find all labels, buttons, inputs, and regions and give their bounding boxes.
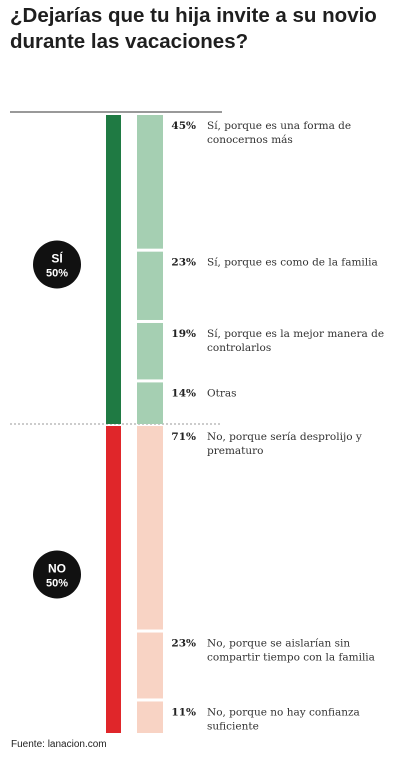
group-name-no: NO [48,562,66,576]
source-note: Fuente: lanacion.com [11,739,107,750]
chart-title: ¿Dejarías que tu hija invite a su novio … [10,4,377,53]
segment-value-s-1: 23% [171,257,196,269]
group-badge-s [33,240,81,289]
group-bar-s [106,115,121,424]
segment-no-2 [137,701,163,733]
group-share-no: 50% [46,578,68,590]
segment-value-no-1: 23% [171,638,196,650]
segment-s-1 [137,251,163,320]
segment-label-s-2: Sí, porque es la mejor manera de controla… [207,328,384,354]
segment-label-no-2: No, porque no hay confianza suficiente [207,706,360,732]
segment-label-s-0: Sí, porque es una forma de conocernos más [207,120,351,146]
group-name-s: SÍ [51,251,63,266]
segment-no-0 [137,426,163,630]
segment-label-s-1: Sí, porque es como de la familia [207,257,378,269]
segment-label-s-3: Otras [207,387,237,399]
segment-value-no-2: 11% [171,706,196,718]
group-bar-no [106,426,121,733]
segment-s-0 [137,115,163,249]
segment-s-2 [137,322,163,380]
segment-label-no-1: No, porque se aislarían sin compartir tie… [207,638,375,664]
segment-no-1 [137,632,163,699]
segment-value-s-3: 14% [171,387,196,399]
segment-value-s-2: 19% [171,328,196,340]
segment-value-s-0: 45% [171,120,196,132]
group-badge-no [33,550,81,599]
group-share-s: 50% [46,268,68,280]
segment-value-no-0: 71% [171,431,196,443]
segment-label-no-0: No, porque sería desprolijo y prematuro [207,431,362,457]
segment-s-3 [137,382,163,424]
